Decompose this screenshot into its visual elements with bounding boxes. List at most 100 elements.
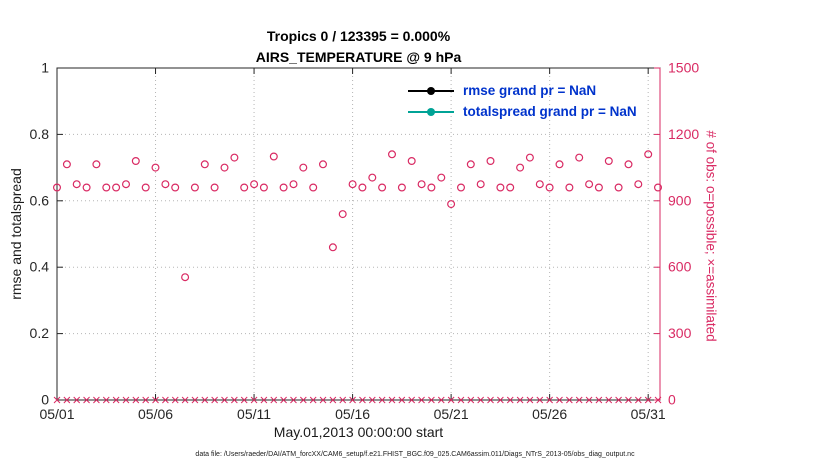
obs-assimilated-marker (437, 396, 445, 404)
obs-assimilated-marker (418, 396, 425, 404)
obs-possible-marker (269, 152, 278, 161)
obs-possible-marker (624, 160, 633, 169)
obs-possible-marker (210, 183, 219, 192)
x-tick-label: 05/01 (39, 406, 74, 422)
legend: rmse grand pr = NaN totalspread grand pr … (408, 80, 637, 122)
obs-possible-marker (614, 183, 623, 192)
obs-possible-marker (171, 183, 180, 192)
obs-assimilated-marker (211, 396, 219, 404)
obs-possible-marker (476, 180, 485, 189)
obs-possible-marker (220, 163, 229, 172)
y-tick-label-right: 1500 (668, 60, 699, 76)
obs-possible-marker (407, 157, 416, 166)
obs-assimilated-marker (270, 396, 278, 404)
obs-assimilated-marker (53, 396, 61, 404)
obs-assimilated-marker (142, 396, 150, 404)
obs-possible-marker (634, 180, 643, 189)
obs-possible-marker (161, 180, 170, 189)
obs-possible-marker (279, 183, 288, 192)
obs-assimilated-marker (171, 396, 179, 404)
obs-possible-marker (230, 153, 239, 162)
obs-possible-marker (447, 200, 456, 209)
x-axis-label: May.01,2013 00:00:00 start (273, 424, 444, 440)
obs-possible-marker (112, 183, 121, 192)
obs-assimilated-marker (605, 396, 613, 404)
chart-title: Tropics 0 / 123395 = 0.000% (266, 28, 451, 44)
obs-possible-marker (604, 157, 613, 166)
obs-possible-marker (575, 153, 584, 162)
obs-assimilated-marker (191, 396, 199, 404)
obs-assimilated-marker (339, 396, 347, 404)
legend-item: totalspread grand pr = NaN (408, 101, 637, 122)
obs-assimilated-marker (132, 396, 140, 404)
obs-possible-marker (486, 157, 495, 166)
y-tick-label-right: 600 (668, 259, 692, 275)
obs-possible-marker (388, 150, 397, 159)
obs-possible-marker (72, 180, 81, 189)
obs-possible-marker (427, 183, 436, 192)
obs-possible-marker (259, 183, 268, 192)
y-tick-label-left: 0.4 (30, 259, 50, 275)
obs-assimilated-marker (467, 396, 475, 404)
obs-assimilated-marker (93, 396, 100, 404)
obs-possible-marker (328, 243, 337, 252)
obs-assimilated-marker (654, 396, 662, 404)
obs-assimilated-marker (162, 396, 169, 404)
y-axis-label-right: # of obs: o=possible; ×=assimilated (703, 130, 719, 342)
data-file-caption: data file: /Users/raeder/DAI/ATM_forcXX/… (195, 451, 635, 458)
obs-possible-marker (82, 183, 91, 192)
obs-assimilated-marker (280, 396, 287, 404)
obs-possible-marker (397, 183, 406, 192)
obs-assimilated-marker (359, 396, 366, 404)
obs-possible-marker (506, 183, 515, 192)
obs-assimilated-marker (112, 396, 120, 404)
obs-possible-marker (378, 183, 387, 192)
obs-assimilated-marker (615, 396, 622, 404)
obs-possible-marker (555, 160, 564, 169)
x-tick-label: 05/31 (631, 406, 666, 422)
obs-possible-marker (644, 150, 653, 159)
obs-possible-marker (594, 183, 603, 192)
y-tick-label-right: 1200 (668, 126, 699, 142)
obs-assimilated-marker (378, 396, 386, 404)
obs-possible-marker (437, 173, 446, 182)
obs-possible-marker (516, 163, 525, 172)
obs-possible-marker (348, 180, 357, 189)
obs-assimilated-marker (102, 396, 110, 404)
obs-possible-marker (102, 183, 111, 192)
obs-possible-marker (535, 180, 544, 189)
obs-possible-marker (62, 160, 71, 169)
obs-assimilated-marker (398, 396, 406, 404)
obs-assimilated-marker (506, 396, 514, 404)
y-axis-label-left: rmse and totalspread (8, 168, 24, 300)
obs-assimilated-marker (497, 396, 504, 404)
obs-assimilated-marker (625, 396, 632, 404)
obs-possible-marker (525, 153, 534, 162)
obs-possible-marker (368, 173, 377, 182)
obs-assimilated-marker (368, 396, 376, 404)
obs-assimilated-marker (546, 396, 554, 404)
x-tick-label: 05/21 (434, 406, 469, 422)
obs-assimilated-marker (477, 396, 485, 404)
obs-possible-marker (358, 183, 367, 192)
obs-assimilated-marker (329, 396, 337, 404)
obs-assimilated-marker (290, 396, 297, 404)
obs-assimilated-marker (575, 396, 583, 404)
obs-possible-marker (250, 180, 259, 189)
legend-marker-dot (427, 86, 435, 95)
obs-possible-marker (240, 183, 249, 192)
obs-assimilated-marker (536, 396, 544, 404)
obs-possible-marker (319, 160, 328, 169)
obs-assimilated-marker (221, 396, 228, 404)
x-tick-label: 05/16 (335, 406, 370, 422)
obs-possible-marker (545, 183, 554, 192)
obs-assimilated-marker (556, 396, 563, 404)
obs-assimilated-marker (73, 396, 81, 404)
obs-possible-marker (309, 183, 318, 192)
obs-assimilated-marker (201, 396, 209, 404)
x-tick-label: 05/06 (138, 406, 173, 422)
obs-possible-marker (200, 160, 209, 169)
obs-assimilated-marker (152, 396, 159, 404)
